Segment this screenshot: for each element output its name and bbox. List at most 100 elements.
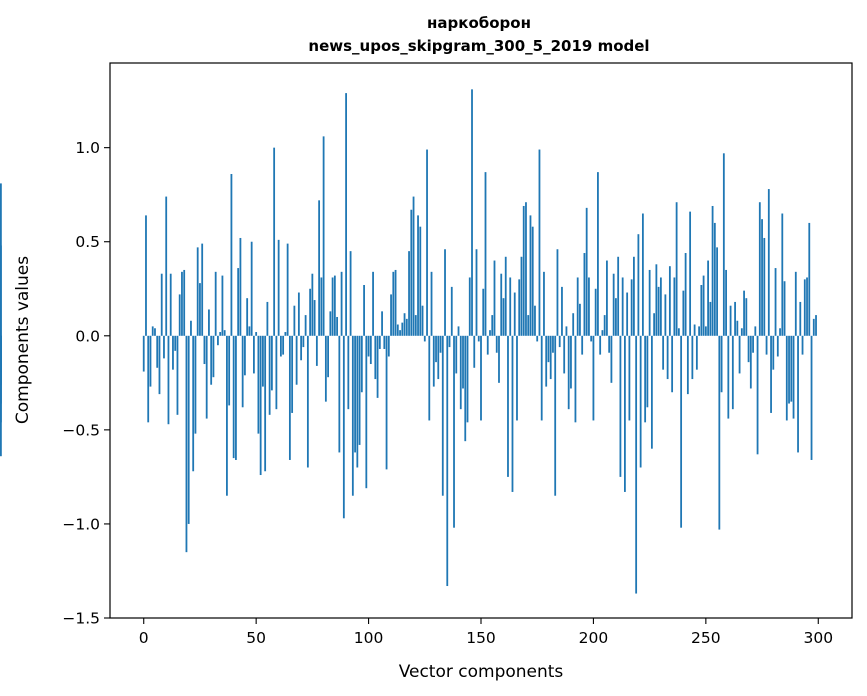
bar-component-141 [459,335,462,410]
x-tick-label: 50 [246,629,266,647]
bar-component-137 [450,286,453,336]
bar-component-142 [462,335,464,389]
x-tick-label: 300 [803,629,833,647]
bar-component-235 [671,335,674,393]
bar-component-260 [727,335,730,419]
bar-component-273 [756,335,759,455]
bar-component-247 [698,326,700,336]
bar-component-135 [446,335,449,587]
bar-component-43 [239,237,242,336]
bar-component-61 [279,335,282,357]
y-tick-label: −1.5 [62,610,100,628]
bar-component-282 [776,335,779,357]
bar-component-227 [653,313,656,336]
bar-component-133 [441,335,444,496]
bar-component-152 [484,172,487,336]
bar-component-101 [369,335,372,365]
bar-component-242 [686,335,689,395]
bar-component-21 [190,320,192,336]
bar-component-51 [257,335,260,434]
bar-component-268 [745,298,748,336]
bar-component-29 [208,309,210,336]
bar-component-299 [815,315,817,336]
bar-component-231 [662,335,665,370]
bar-component-252 [709,301,712,336]
bar-component-271 [752,335,754,353]
bar-component-38 [228,335,231,406]
bar-component-154 [489,330,491,336]
bar-component-202 [597,172,599,336]
bar-component-107 [383,335,386,349]
bar-component-272 [754,326,757,336]
bar-component-212 [619,335,622,477]
bar-component-289 [792,335,795,419]
bar-component-54 [264,335,267,472]
bar-component-25 [199,283,201,336]
bar-component-122 [417,215,419,336]
bar-component-96 [358,335,361,445]
bar-component-73 [306,335,309,468]
bar-component-170 [525,202,527,336]
bar-component-175 [536,335,539,342]
bar-component-259 [725,269,727,336]
bar-component-226 [650,335,653,449]
y-axis-label: Components values [13,256,33,424]
bar-component-19 [185,335,188,553]
bar-component-207 [608,335,611,353]
bar-component-222 [641,213,644,336]
bar-component-66 [291,335,294,413]
bar-component-136 [448,335,451,348]
bar-component-213 [621,277,624,336]
bar-component-144 [466,335,469,423]
bar-component-56 [268,335,271,415]
bar-component-204 [601,330,604,336]
bar-component-22 [192,335,195,472]
bar-component-220 [637,234,640,336]
bar-component-4 [151,326,154,336]
bar-component-7 [158,335,161,395]
bar-component-279 [770,335,772,413]
bar-component-50 [255,332,258,336]
bar-component-196 [583,253,586,336]
bar-component-44 [241,335,244,408]
bar-component-95 [356,335,359,468]
x-tick-label: 0 [139,629,149,647]
bar-component-287 [788,335,790,404]
bar-component-229 [657,286,660,336]
bar-component-90 [345,93,347,336]
bar-component-188 [565,326,568,336]
bar-component-52 [259,335,262,476]
bar-component-251 [707,260,709,336]
bar-component-120 [412,196,415,336]
bar-component-99 [365,335,368,489]
bar-component-128 [430,271,433,336]
bar-component-262 [731,335,734,410]
bar-component-234 [668,266,671,336]
bar-component-91 [347,335,350,410]
bar-component-49 [253,335,255,374]
bar-component-232 [664,294,667,336]
bar-component-13 [172,335,174,370]
plot-frame [109,62,853,619]
bar-component-214 [624,335,626,492]
bar-component-104 [376,335,379,398]
bar-component-183 [554,335,557,496]
bar-component-121 [414,315,417,336]
bar-component-30 [210,335,213,385]
bar-component-3 [149,335,152,387]
bar-component-81 [324,335,327,402]
bar-component-2 [147,335,150,423]
bar-component-239 [680,335,683,528]
bar-component-127 [428,335,431,421]
bar-component-149 [477,335,480,342]
bar-component-70 [300,335,303,361]
x-tick-label: 250 [691,629,721,647]
bar-component-278 [767,189,770,336]
bar-component-178 [543,271,545,336]
bar-component-117 [405,318,408,336]
bar-component-111 [392,271,395,336]
bar-component-23 [194,335,197,434]
bar-component-132 [439,335,442,353]
bar-component-258 [722,153,725,336]
bar-component-6 [156,335,159,368]
